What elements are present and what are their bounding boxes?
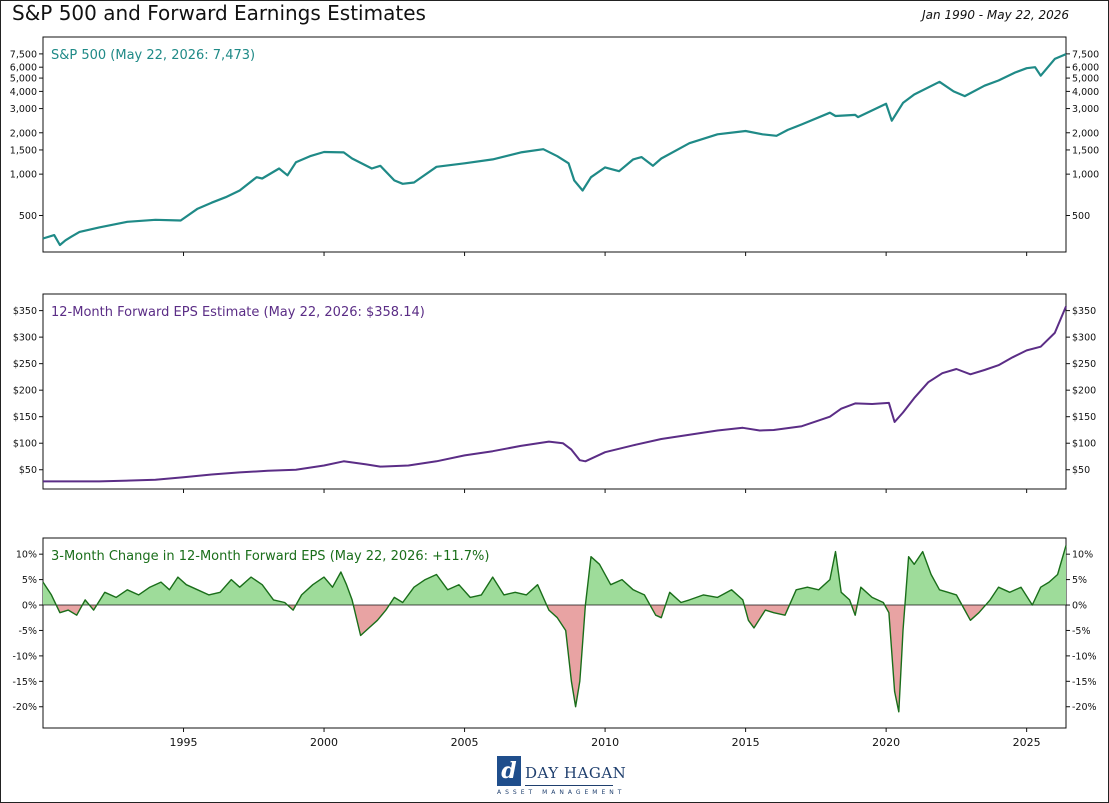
y-tick-label-right: 5,000: [1072, 74, 1099, 85]
day-hagan-logo: d DAY HAGAN ASSET MANAGEMENT: [497, 756, 626, 800]
y-tick-label-right: 6,000: [1072, 63, 1099, 74]
y-tick-label-left: 5,000: [10, 74, 37, 85]
y-tick-label-right: $250: [1072, 359, 1096, 370]
y-tick-label-left: $350: [13, 306, 37, 317]
logo-name: DAY HAGAN: [525, 764, 627, 782]
logo-tagline: ASSET MANAGEMENT: [497, 789, 626, 796]
y-tick-label-right: 7,500: [1072, 49, 1099, 60]
panel-3-frame: [42, 537, 1067, 729]
panel-2-label: 12-Month Forward EPS Estimate (May 22, 2…: [51, 305, 425, 320]
y-tick-label-left: -10%: [12, 651, 37, 662]
y-tick-label-left: -5%: [19, 626, 38, 637]
x-tick-label: 2025: [1013, 736, 1041, 749]
y-tick-label-left: 1,500: [10, 145, 37, 156]
y-tick-label-right: $50: [1072, 465, 1090, 476]
y-tick-label-right: -20%: [1072, 702, 1097, 713]
y-tick-label-left: 5%: [22, 575, 37, 586]
y-tick-label-left: -20%: [12, 702, 37, 713]
panel-1-frame: [42, 36, 1067, 253]
y-tick-label-left: 4,000: [10, 87, 37, 98]
y-tick-label-right: 500: [1072, 211, 1090, 222]
y-tick-label-left: 3,000: [10, 104, 37, 115]
y-tick-label-right: 10%: [1072, 550, 1093, 561]
y-tick-label-left: 0%: [22, 601, 37, 612]
y-tick-label-left: 10%: [16, 550, 37, 561]
y-tick-label-right: 2,000: [1072, 128, 1099, 139]
series-line-1: [42, 53, 1067, 247]
y-tick-label-right: $200: [1072, 386, 1096, 397]
y-tick-label-right: -15%: [1072, 677, 1097, 688]
x-tick-label: 2000: [310, 736, 338, 749]
page-title: S&P 500 and Forward Earnings Estimates: [12, 1, 426, 25]
y-tick-label-left: $50: [19, 465, 37, 476]
x-tick-label: 2010: [591, 736, 619, 749]
y-tick-label-left: 7,500: [10, 49, 37, 60]
x-tick-label: 1995: [170, 736, 198, 749]
area-positive: [43, 545, 1066, 606]
series-line-2: [43, 306, 1067, 483]
date-range: Jan 1990 - May 22, 2026: [922, 8, 1069, 22]
y-tick-label-right: $350: [1072, 306, 1096, 317]
y-tick-label-left: 2,000: [10, 128, 37, 139]
y-tick-label-right: -5%: [1072, 626, 1091, 637]
y-tick-label-right: 1,000: [1072, 170, 1099, 181]
panel-1-label: S&P 500 (May 22, 2026: 7,473): [51, 48, 255, 63]
logo-rule: [525, 785, 613, 786]
y-tick-label-right: $300: [1072, 333, 1096, 344]
x-tick-label: 2005: [451, 736, 479, 749]
y-tick-label-right: $100: [1072, 439, 1096, 450]
series-line-3: [42, 545, 1067, 713]
x-tick-label: 2015: [732, 736, 760, 749]
logo-mark: d: [497, 756, 521, 786]
y-tick-label-left: 500: [19, 211, 37, 222]
y-tick-label-left: $100: [13, 439, 37, 450]
y-tick-label-left: $300: [13, 333, 37, 344]
y-tick-label-right: 5%: [1072, 575, 1087, 586]
y-tick-label-right: 0%: [1072, 601, 1087, 612]
y-tick-label-right: 4,000: [1072, 87, 1099, 98]
panel-2-frame: [42, 293, 1067, 490]
y-tick-label-right: $150: [1072, 412, 1096, 423]
y-tick-label-left: $200: [13, 386, 37, 397]
y-tick-label-right: 1,500: [1072, 145, 1099, 156]
y-tick-label-left: $150: [13, 412, 37, 423]
y-tick-label-right: -10%: [1072, 651, 1097, 662]
y-tick-label-left: -15%: [12, 677, 37, 688]
y-tick-label-left: 1,000: [10, 170, 37, 181]
y-tick-label-right: 3,000: [1072, 104, 1099, 115]
x-tick-label: 2020: [872, 736, 900, 749]
panel-3-label: 3-Month Change in 12-Month Forward EPS (…: [51, 549, 489, 564]
y-tick-label-left: 6,000: [10, 63, 37, 74]
y-tick-label-left: $250: [13, 359, 37, 370]
